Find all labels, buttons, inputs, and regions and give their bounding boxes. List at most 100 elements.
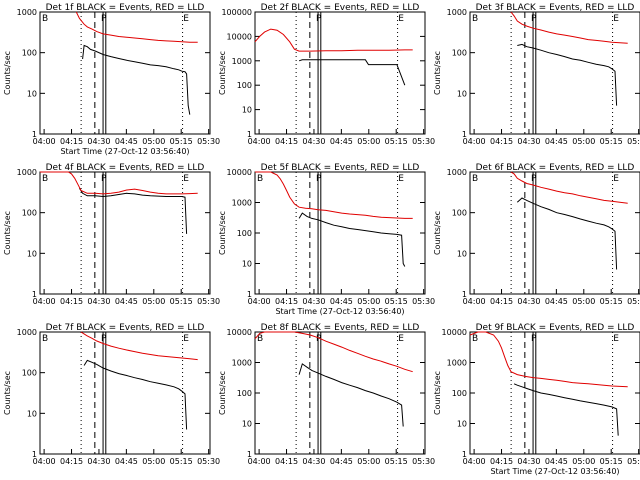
marker-letter: B bbox=[472, 14, 478, 24]
y-axis-label: Counts/sec bbox=[3, 211, 12, 255]
series-line-events bbox=[298, 59, 406, 86]
x-tick-label: 04:00 bbox=[33, 457, 56, 466]
x-tick-label: 04:00 bbox=[33, 297, 56, 306]
marker-letter: E bbox=[613, 14, 619, 24]
y-axis-label: Counts/sec bbox=[433, 51, 442, 95]
marker-letter: B bbox=[42, 334, 48, 344]
y-tick-label: 1000 bbox=[232, 359, 252, 368]
marker-letter: B bbox=[257, 334, 263, 344]
series-line-events bbox=[78, 187, 188, 234]
series-line-events bbox=[517, 43, 618, 106]
y-tick-label: 10 bbox=[242, 106, 252, 115]
series-line-lld bbox=[510, 11, 628, 44]
marker-letter: E bbox=[398, 174, 404, 184]
plot-title: Det 1f BLACK = Events, RED = LLD bbox=[46, 3, 205, 13]
marker-letter: E bbox=[183, 174, 189, 184]
y-tick-label: 1 bbox=[247, 450, 252, 459]
x-tick-label: 05:00 bbox=[572, 297, 595, 306]
series-line-events bbox=[298, 212, 406, 267]
marker-letter: B bbox=[257, 174, 263, 184]
x-tick-label: 04:15 bbox=[60, 457, 83, 466]
y-tick-label: 1 bbox=[462, 450, 467, 459]
series-line-events bbox=[82, 44, 191, 115]
series-line-lld bbox=[75, 11, 198, 43]
x-tick-label: 04:00 bbox=[463, 297, 486, 306]
y-tick-label: 10 bbox=[242, 260, 252, 269]
y-tick-label: 100 bbox=[237, 229, 252, 238]
y-tick-label: 10 bbox=[457, 89, 467, 98]
x-tick-label: 04:00 bbox=[33, 137, 56, 146]
marker-letter: E bbox=[398, 334, 404, 344]
x-tick-label: 05:00 bbox=[357, 137, 380, 146]
plot-frame bbox=[254, 331, 426, 455]
x-tick-label: 05:15 bbox=[385, 137, 408, 146]
plot-title: Det 3f BLACK = Events, RED = LLD bbox=[476, 3, 635, 13]
series-line-lld bbox=[40, 171, 198, 195]
y-tick-label: 10 bbox=[242, 420, 252, 429]
x-tick-label: 04:45 bbox=[545, 457, 568, 466]
x-tick-label: 04:15 bbox=[60, 297, 83, 306]
y-tick-label: 1000 bbox=[232, 57, 252, 66]
marker-letter: E bbox=[183, 14, 189, 24]
y-tick-label: 1 bbox=[462, 130, 467, 139]
y-axis-label: Counts/sec bbox=[218, 51, 227, 95]
subplot-2: Det 2f BLACK = Events, RED = LLD Counts/s… bbox=[218, 3, 435, 146]
x-tick-label: 04:15 bbox=[275, 297, 298, 306]
x-tick-label: 04:45 bbox=[330, 137, 353, 146]
marker-letter: B bbox=[472, 174, 478, 184]
subplot-5: Det 5f BLACK = Events, RED = LLD Counts/s… bbox=[218, 163, 435, 316]
x-tick-label: 04:45 bbox=[115, 137, 138, 146]
x-tick-label: 05:30 bbox=[197, 457, 220, 466]
y-axis-label: Counts/sec bbox=[218, 211, 227, 255]
plot-title: Det 2f BLACK = Events, RED = LLD bbox=[261, 3, 420, 13]
y-tick-label: 1000 bbox=[447, 168, 467, 177]
x-tick-label: 04:00 bbox=[463, 137, 486, 146]
marker-letter: P bbox=[316, 334, 322, 344]
x-tick-label: 04:00 bbox=[248, 137, 271, 146]
y-tick-label: 100 bbox=[22, 209, 37, 218]
x-tick-label: 04:15 bbox=[490, 137, 513, 146]
plot-title: Det 6f BLACK = Events, RED = LLD bbox=[476, 163, 635, 173]
series-line-lld bbox=[254, 28, 413, 52]
y-tick-label: 10 bbox=[457, 420, 467, 429]
y-tick-label: 10 bbox=[27, 249, 37, 258]
y-tick-label: 1 bbox=[247, 290, 252, 299]
x-tick-label: 05:00 bbox=[572, 137, 595, 146]
x-tick-label: 04:00 bbox=[463, 457, 486, 466]
plot-frame bbox=[254, 171, 426, 295]
x-axis-label: Start Time (27-Oct-12 03:56:40) bbox=[490, 467, 619, 476]
series-line-events bbox=[513, 383, 619, 436]
subplot-3: Det 3f BLACK = Events, RED = LLD Counts/s… bbox=[433, 3, 640, 146]
marker-letter: E bbox=[613, 334, 619, 344]
x-tick-label: 05:15 bbox=[170, 137, 193, 146]
y-tick-label: 10000 bbox=[227, 32, 252, 41]
x-tick-label: 04:30 bbox=[302, 137, 325, 146]
series-line-events bbox=[298, 363, 404, 427]
y-tick-label: 100 bbox=[452, 389, 467, 398]
x-tick-label: 05:00 bbox=[357, 297, 380, 306]
y-tick-label: 100 bbox=[237, 389, 252, 398]
x-tick-label: 05:30 bbox=[412, 457, 435, 466]
x-tick-label: 05:30 bbox=[412, 297, 435, 306]
marker-letter: P bbox=[531, 174, 537, 184]
x-tick-label: 04:30 bbox=[87, 457, 110, 466]
subplot-9: Det 9f BLACK = Events, RED = LLD Counts/s… bbox=[433, 323, 640, 476]
plot-frame bbox=[469, 331, 640, 455]
x-axis-label: Start Time (27-Oct-12 03:56:40) bbox=[275, 307, 404, 316]
y-tick-label: 1000 bbox=[17, 328, 37, 337]
x-tick-label: 05:00 bbox=[142, 297, 165, 306]
series-line-events bbox=[83, 359, 188, 430]
y-tick-label: 10 bbox=[27, 89, 37, 98]
y-axis-label: Counts/sec bbox=[3, 51, 12, 95]
x-tick-label: 04:45 bbox=[115, 297, 138, 306]
x-tick-label: 05:15 bbox=[600, 137, 623, 146]
x-tick-label: 05:30 bbox=[412, 137, 435, 146]
y-tick-label: 1 bbox=[32, 290, 37, 299]
y-axis-label: Counts/sec bbox=[433, 211, 442, 255]
x-tick-label: 04:45 bbox=[545, 297, 568, 306]
subplot-6: Det 6f BLACK = Events, RED = LLD Counts/s… bbox=[433, 163, 640, 306]
marker-letter: B bbox=[472, 334, 478, 344]
marker-letter: P bbox=[101, 14, 107, 24]
x-tick-label: 04:30 bbox=[87, 137, 110, 146]
